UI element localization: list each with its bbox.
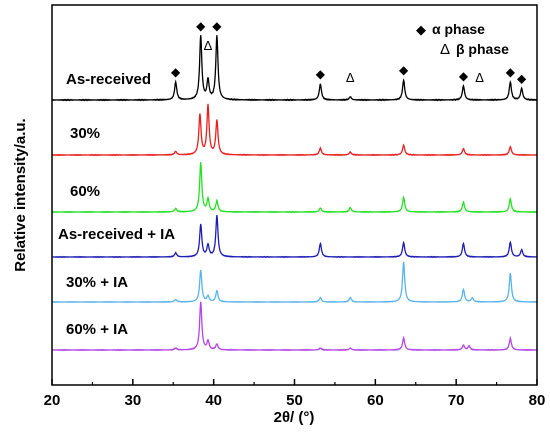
- series-label-60pct: 60%: [70, 183, 100, 200]
- series-line-30pct-plus-ia: [51, 261, 538, 304]
- legend: ◆ α phase Δ β phase: [416, 21, 509, 58]
- alpha-phase-marker-icon: ◆: [316, 67, 326, 81]
- x-axis-ticks: 20 30 40 50 60 70 80: [44, 379, 546, 409]
- x-tick-label: 40: [205, 392, 222, 409]
- series-traces: [51, 35, 538, 352]
- alpha-phase-marker-icon: ◆: [506, 65, 516, 79]
- x-tick-label: 80: [529, 392, 546, 409]
- x-tick-label: 30: [124, 392, 141, 409]
- alpha-phase-marker-icon: ◆: [517, 71, 527, 85]
- series-line-60pct-plus-ia: [51, 301, 538, 352]
- series-line-60pct: [51, 162, 538, 214]
- legend-alpha-icon: ◆: [416, 22, 426, 37]
- series-labels: As-received 30% 60% As-received + IA 30% + I…: [58, 71, 175, 338]
- beta-phase-marker-icon: Δ: [475, 70, 484, 85]
- series-line-as-received-plus-ia: [51, 214, 538, 259]
- y-axis-title: Relative intensity/a.u.: [12, 118, 29, 271]
- series-label-30pct-plus-ia: 30% + IA: [66, 274, 128, 291]
- alpha-phase-marker-icon: ◆: [212, 19, 222, 33]
- series-label-as-received: As-received: [66, 71, 151, 88]
- beta-phase-marker-icon: Δ: [204, 38, 213, 53]
- alpha-phase-marker-icon: ◆: [171, 65, 181, 79]
- series-line-as-received: [51, 35, 538, 102]
- x-tick-label: 20: [44, 392, 61, 409]
- x-axis-title: 2θ/ (°): [274, 409, 315, 426]
- alpha-phase-marker-icon: ◆: [459, 69, 469, 83]
- beta-phase-marker-icon: Δ: [346, 70, 355, 85]
- alpha-phase-marker-icon: ◆: [196, 19, 206, 33]
- series-label-as-received-plus-ia: As-received + IA: [58, 226, 175, 243]
- series-label-30pct: 30%: [70, 125, 100, 142]
- series-line-30pct: [51, 103, 538, 157]
- phase-markers: ◆◆Δ◆◆ Δ◆ ◆ Δ ◆ ◆: [171, 19, 527, 85]
- legend-beta-icon: Δ: [440, 41, 450, 58]
- series-label-60pct-plus-ia: 60% + IA: [66, 321, 128, 338]
- legend-beta-label: β phase: [456, 41, 509, 57]
- alpha-phase-marker-icon: ◆: [399, 63, 409, 77]
- x-tick-label: 70: [448, 392, 465, 409]
- x-tick-label: 60: [367, 392, 384, 409]
- x-tick-label: 50: [286, 392, 303, 409]
- legend-alpha-label: α phase: [432, 21, 485, 37]
